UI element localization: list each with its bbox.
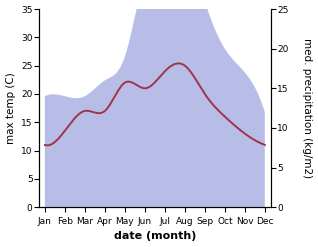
Y-axis label: med. precipitation (kg/m2): med. precipitation (kg/m2) (302, 38, 313, 178)
X-axis label: date (month): date (month) (114, 231, 196, 242)
Y-axis label: max temp (C): max temp (C) (5, 72, 16, 144)
